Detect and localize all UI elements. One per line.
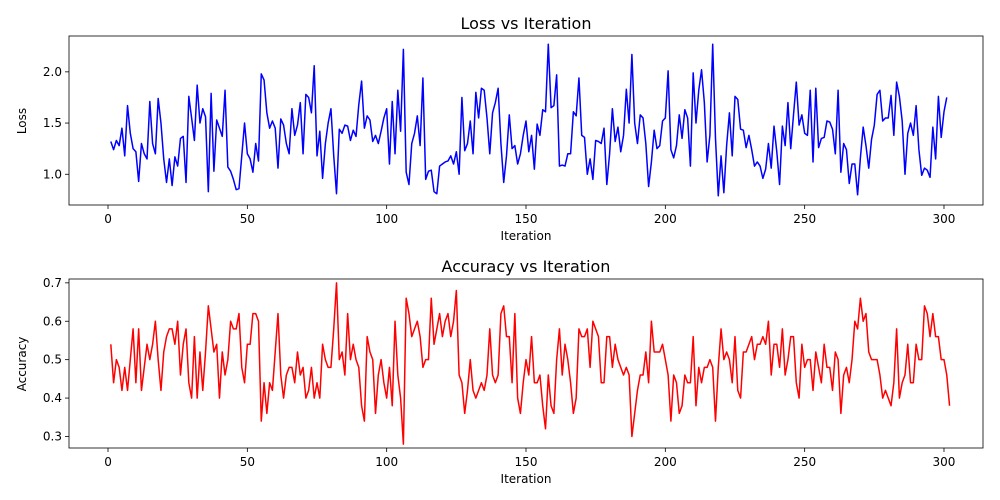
loss-x-tick-label: 100 xyxy=(375,212,398,226)
accuracy-x-axis-label: Iteration xyxy=(501,472,552,486)
loss-x-tick-label: 300 xyxy=(933,212,956,226)
loss-x-tick-label: 0 xyxy=(104,212,112,226)
accuracy-x-tick-label: 250 xyxy=(793,455,816,469)
loss-subplot: Loss vs Iteration Iteration Loss 0 50 100 1… xyxy=(15,14,984,243)
loss-x-tick-label: 200 xyxy=(654,212,677,226)
loss-y-tick-label: 2.0 xyxy=(43,65,62,79)
accuracy-chart-title: Accuracy vs Iteration xyxy=(442,257,611,276)
accuracy-y-tick-label: 0.4 xyxy=(43,391,62,405)
loss-line-series xyxy=(110,43,948,197)
loss-y-tick-label: 1.5 xyxy=(43,116,62,130)
loss-x-tick-label: 50 xyxy=(240,212,255,226)
accuracy-x-tick-label: 300 xyxy=(933,455,956,469)
loss-x-axis-label: Iteration xyxy=(501,229,552,243)
accuracy-x-tick-label: 100 xyxy=(375,455,398,469)
loss-chart-title: Loss vs Iteration xyxy=(461,14,592,33)
accuracy-y-tick-label: 0.5 xyxy=(43,353,62,367)
accuracy-x-tick-label: 150 xyxy=(515,455,538,469)
loss-y-axis-label: Loss xyxy=(15,108,29,134)
loss-series-line xyxy=(110,43,948,197)
loss-axes-frame xyxy=(68,35,984,206)
accuracy-y-tick-label: 0.7 xyxy=(43,276,62,290)
accuracy-series-line xyxy=(110,282,951,445)
accuracy-line-series xyxy=(110,282,951,445)
loss-x-tick-label: 150 xyxy=(515,212,538,226)
accuracy-x-tick-label: 0 xyxy=(104,455,112,469)
accuracy-subplot: Accuracy vs Iteration Iteration Accuracy… xyxy=(15,257,984,486)
accuracy-axes-frame xyxy=(68,278,984,449)
loss-y-tick-label: 1.0 xyxy=(43,167,62,181)
accuracy-x-tick-label: 200 xyxy=(654,455,677,469)
loss-x-tick-label: 250 xyxy=(793,212,816,226)
accuracy-y-axis-label: Accuracy xyxy=(15,337,29,392)
accuracy-y-tick-label: 0.3 xyxy=(43,429,62,443)
accuracy-x-tick-label: 50 xyxy=(240,455,255,469)
accuracy-y-tick-label: 0.6 xyxy=(43,314,62,328)
accuracy-ticks: 0 50 100 150 200 250 300 0.3 0.4 0.5 0.6 0.7 xyxy=(43,276,956,469)
loss-ticks: 0 50 100 150 200 250 300 1.0 1.5 2.0 xyxy=(43,65,956,226)
